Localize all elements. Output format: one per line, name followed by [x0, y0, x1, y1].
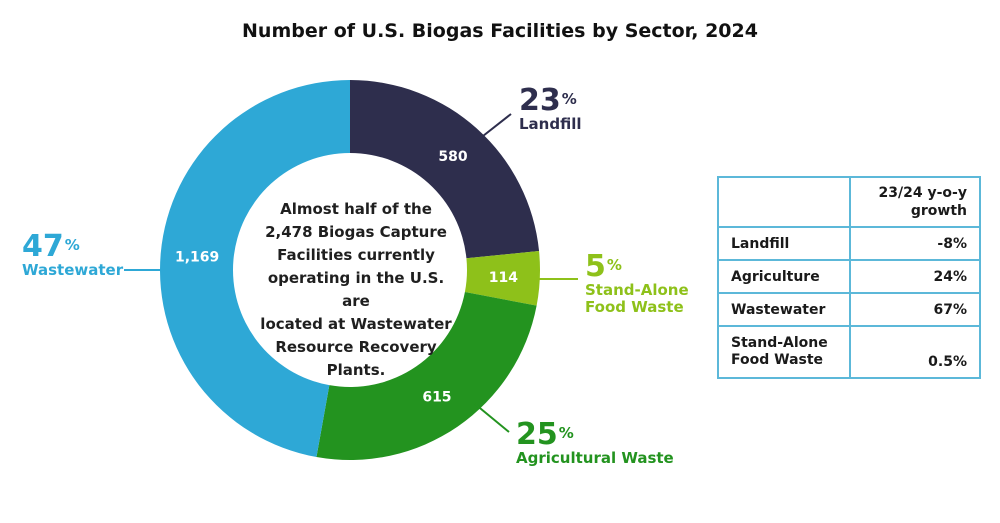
value-label-food: 114 [489, 270, 518, 286]
percent-label-food-waste: 5% [585, 249, 622, 284]
center-line: Resource Recovery [275, 338, 437, 356]
center-line: Facilities currently [277, 246, 435, 264]
table-corner-cell [717, 176, 851, 228]
center-line: 2,478 Biogas Capture [265, 223, 447, 241]
table-cell-sector: Stand-Alone Food Waste [717, 325, 851, 379]
leader-line-agri [474, 403, 510, 433]
slice-name-agricultural: Agricultural Waste [516, 449, 674, 467]
callout-food-waste: 5% Stand-Alone Food Waste [585, 252, 689, 316]
table-cell-growth: 24% [849, 259, 981, 294]
slice-name-food-waste-line2: Food Waste [585, 298, 684, 316]
slice-food [464, 251, 540, 306]
center-annotation: Almost half of the 2,478 Biogas Capture … [252, 198, 460, 382]
growth-table: 23/24 y-o-y growth Landfill -8% Agricult… [717, 176, 981, 379]
table-row: Agriculture 24% [717, 259, 981, 294]
slice-agri [316, 291, 537, 460]
percent-label-wastewater: 47% [22, 229, 80, 264]
table-header-row: 23/24 y-o-y growth [717, 176, 981, 228]
table-header-growth: 23/24 y-o-y growth [849, 176, 981, 228]
value-label-landfill: 580 [438, 149, 467, 165]
center-line: Almost half of the [280, 200, 432, 218]
slice-landfill [350, 80, 540, 259]
callout-landfill: 23% Landfill [519, 86, 582, 133]
center-line: located at Wastewater [260, 315, 452, 333]
center-line: Plants. [326, 361, 386, 379]
slice-name-wastewater: Wastewater [22, 261, 124, 279]
table-cell-growth: 67% [849, 292, 981, 327]
table-row: Wastewater 67% [717, 292, 981, 327]
table-cell-growth: 0.5% [849, 325, 981, 379]
slice-name-landfill: Landfill [519, 115, 582, 133]
value-label-waste: 1,169 [175, 249, 219, 265]
table-cell-sector: Landfill [717, 226, 851, 261]
percent-label-agricultural: 25% [516, 417, 574, 452]
table-row: Stand-Alone Food Waste 0.5% [717, 325, 981, 379]
table-row: Landfill -8% [717, 226, 981, 261]
center-line: operating in the U.S. are [267, 269, 445, 310]
table-cell-sector: Wastewater [717, 292, 851, 327]
slice-waste [160, 80, 350, 458]
callout-wastewater: 47% Wastewater [22, 232, 123, 279]
percent-label-landfill: 23% [519, 83, 577, 118]
value-label-agri: 615 [422, 389, 451, 405]
callout-agricultural: 25% Agricultural Waste [516, 420, 674, 467]
table-cell-growth: -8% [849, 226, 981, 261]
slice-name-food-waste-line1: Stand-Alone [585, 281, 689, 299]
leader-line-landfill [482, 113, 512, 137]
chart-title: Number of U.S. Biogas Facilities by Sect… [242, 20, 758, 42]
table-cell-sector: Agriculture [717, 259, 851, 294]
